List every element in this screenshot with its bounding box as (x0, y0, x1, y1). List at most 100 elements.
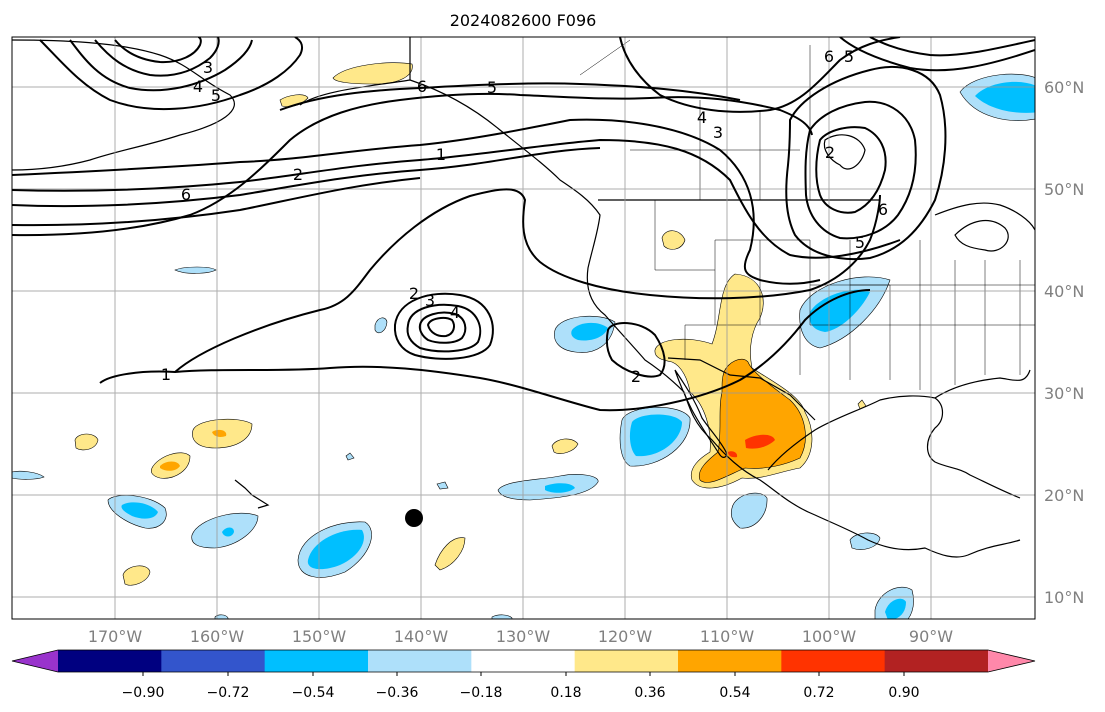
north-america-west-coast (299, 79, 1021, 558)
lon-label: 130°W (496, 627, 551, 646)
coastlines-and-borders (12, 37, 1035, 558)
anomaly-blob (975, 81, 1035, 113)
gulf-coast-mexico (767, 395, 1021, 499)
anomaly-blob (436, 481, 449, 490)
colorbar (11, 649, 1036, 676)
contour-label: 2 (293, 165, 303, 184)
colorbar-tick-label: 0.36 (634, 685, 665, 701)
contour-label: 5 (487, 78, 497, 97)
contour-label: 5 (844, 47, 854, 66)
contour-label: 2 (409, 284, 419, 303)
lon-label: 150°W (292, 627, 347, 646)
contour-loop-2 (406, 303, 482, 353)
anomaly-blob (730, 492, 768, 529)
us-mexico-border (667, 357, 816, 421)
colorbar-extend-min (12, 650, 58, 672)
anomaly-blob (571, 322, 608, 341)
map-area: 3 4 5 6 5 6 2 1 5 4 3 6 5 2 2 3 4 1 2 6 (12, 37, 1035, 619)
contour-3 (12, 147, 601, 227)
lon-label: 170°W (88, 627, 143, 646)
contour-labels: 3 4 5 6 5 6 2 1 5 4 3 6 5 2 2 3 4 1 2 6 (161, 47, 888, 386)
contour-loop-3 (418, 311, 467, 344)
anomaly-blob (174, 266, 217, 274)
anomaly-blob (160, 461, 180, 471)
contour-1 (99, 289, 871, 412)
colorbar-tick-label: −0.54 (292, 685, 335, 701)
anomaly-blob (74, 433, 99, 451)
contour-ne-c (804, 100, 917, 240)
colorbar-tick-label: 0.90 (888, 685, 919, 701)
anomaly-blob (661, 230, 686, 250)
contour-nw-b (69, 39, 253, 92)
anomaly-blob (222, 527, 234, 537)
anomaly-blob (809, 289, 870, 332)
storm-center-marker (405, 509, 423, 527)
anomaly-blob (307, 529, 364, 570)
lat-label: 60°N (1044, 78, 1084, 97)
colorbar-tick-label: −0.18 (460, 685, 503, 701)
anomaly-blob (332, 62, 413, 85)
colorbar-extend-max (988, 650, 1035, 672)
colorbar-tick-label: −0.36 (376, 685, 419, 701)
contour-loop-1 (393, 292, 494, 360)
anomaly-blob (374, 317, 388, 334)
anomaly-blob (629, 414, 682, 457)
lon-label: 100°W (802, 627, 857, 646)
anomaly-blob (122, 565, 151, 586)
contour-1-loop (174, 188, 881, 373)
anomaly-blob (491, 614, 513, 619)
contour-label: 2 (631, 367, 641, 386)
anomaly-blob (12, 470, 45, 480)
contour-label: 3 (713, 123, 723, 142)
contour-1-north (12, 118, 821, 285)
anomaly-blob (728, 451, 738, 458)
anomaly-blob (885, 598, 906, 619)
hudson-bay (823, 134, 866, 170)
contour-label: 4 (697, 108, 707, 127)
lat-label: 20°N (1044, 486, 1084, 505)
anomaly-blob (434, 537, 466, 571)
contour-ne-f (869, 37, 1035, 57)
colorbar-tick-label: 0.72 (803, 685, 834, 701)
great-lakes-east (934, 202, 1035, 231)
contour-ne-b (785, 66, 947, 261)
contour-ne-d (815, 126, 887, 214)
contour-label: 1 (436, 145, 446, 164)
lat-label: 10°N (1044, 588, 1084, 607)
anomaly-blob (745, 434, 775, 449)
contour-label: 2 (825, 143, 835, 162)
anomaly-blob (545, 483, 575, 493)
map-title: 2024082600 F096 (450, 11, 597, 30)
contour-ne-e (839, 37, 1035, 72)
contour-loop-4 (426, 316, 455, 338)
map-frame (11, 36, 1036, 620)
colorbar-segment (884, 650, 989, 672)
colorbar-tick-label: 0.18 (550, 685, 581, 701)
colorbar-segment (471, 650, 576, 672)
contour-label: 1 (161, 365, 171, 384)
colorbar-tick-label: −0.72 (207, 685, 250, 701)
hawaii (234, 479, 270, 509)
graticule (12, 37, 1035, 619)
colorbar-segment (781, 650, 886, 672)
contour-label: 4 (193, 77, 203, 96)
lon-label: 110°W (700, 627, 755, 646)
colorbar-segment (58, 650, 162, 672)
latitude-axis: 60°N 50°N 40°N 30°N 20°N 10°N (1044, 78, 1084, 607)
lon-label: 140°W (394, 627, 449, 646)
negative-anomaly-shading (12, 73, 1035, 619)
baja-california (674, 369, 728, 458)
contour-label: 5 (211, 86, 221, 105)
lat-label: 30°N (1044, 384, 1084, 403)
contour-label: 6 (878, 200, 888, 219)
lon-label: 90°W (909, 627, 953, 646)
contour-label: 6 (417, 77, 427, 96)
longitude-axis: 170°W 160°W 150°W 140°W 130°W 120°W 110°… (88, 627, 953, 646)
contour-2 (12, 138, 901, 259)
colorbar-segment (574, 650, 679, 672)
colorbar-ticks: −0.90 −0.72 −0.54 −0.36 −0.18 0.18 0.36 … (122, 685, 920, 701)
contour-high-2 (279, 82, 741, 111)
anomaly-blob (551, 438, 579, 454)
contour-high (12, 92, 813, 237)
